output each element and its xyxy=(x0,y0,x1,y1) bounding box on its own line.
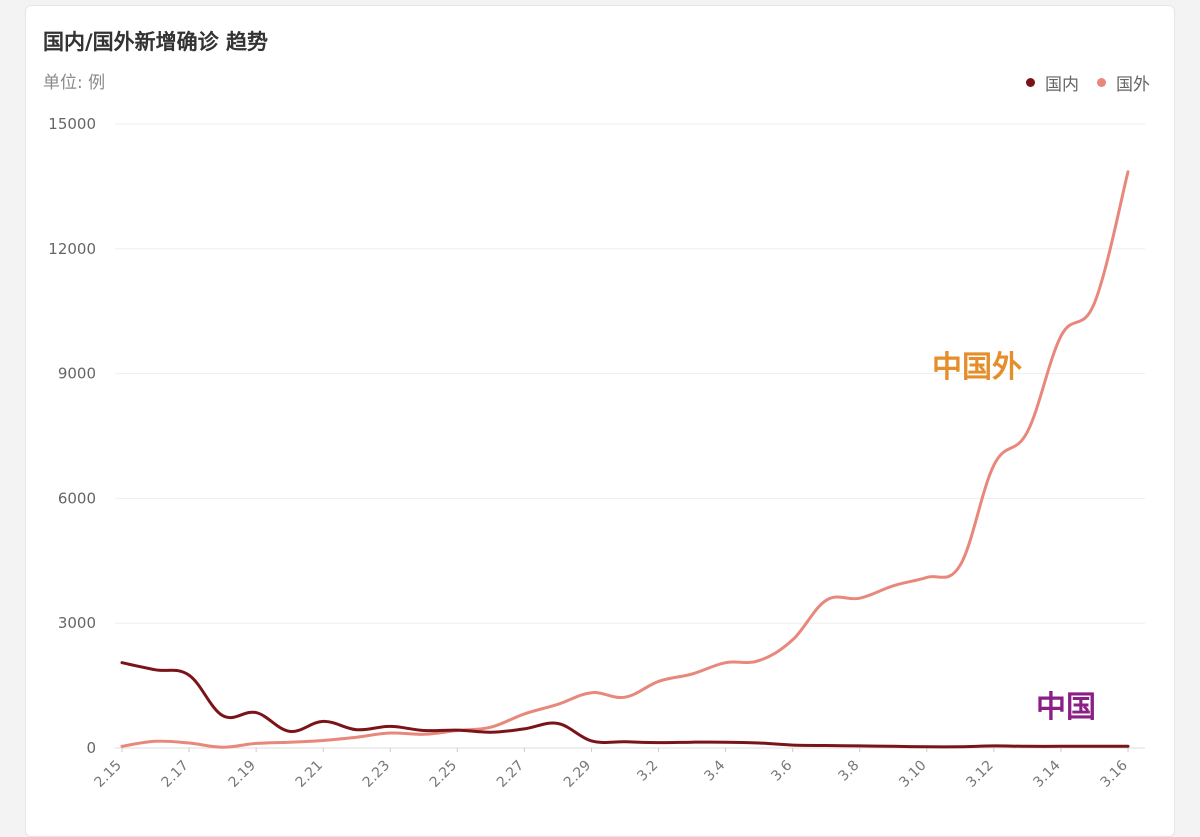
line-chart: 0 3000 6000 9000 12000 15000 2.15 2.17 2.19 2.21 2… xyxy=(48,115,1145,791)
x-tick-label-3.14: 3.14 xyxy=(1030,757,1063,790)
x-tick-label-2.25: 2.25 xyxy=(427,758,460,791)
y-tick-label-3000: 3000 xyxy=(58,614,96,632)
legend-item-domestic[interactable]: 国内 xyxy=(1026,70,1079,95)
x-tick-label-3.8: 3.8 xyxy=(836,758,863,785)
annotation-domestic: 中国 xyxy=(1036,690,1096,725)
legend: 国内 国外 xyxy=(1026,70,1150,95)
x-tick-label-2.19: 2.19 xyxy=(226,758,259,791)
unit-label: 单位: 例 xyxy=(43,73,106,93)
x-tick-label-3.16: 3.16 xyxy=(1097,757,1130,790)
legend-dot-domestic xyxy=(1026,78,1035,87)
annotation-foreign: 中国外 xyxy=(932,350,1022,385)
y-tick-label-9000: 9000 xyxy=(58,365,96,383)
series-line-foreign xyxy=(120,170,1130,749)
x-tick-label-3.12: 3.12 xyxy=(963,758,996,791)
x-tick-label-2.17: 2.17 xyxy=(159,758,192,791)
x-tick-label-3.4: 3.4 xyxy=(701,757,728,784)
x-tick-label-3.10: 3.10 xyxy=(896,758,929,791)
y-tick-label-0: 0 xyxy=(86,739,96,757)
legend-dot-foreign xyxy=(1097,78,1106,87)
x-tick-label-3.6: 3.6 xyxy=(768,757,795,784)
series-line-domestic xyxy=(120,661,1130,749)
y-tick-label-6000: 6000 xyxy=(58,489,96,507)
chart-title: 国内/国外新增确诊 趋势 xyxy=(43,30,268,54)
y-tick-label-12000: 12000 xyxy=(48,240,96,258)
y-tick-label-15000: 15000 xyxy=(48,115,96,133)
chart-card xyxy=(25,5,1175,837)
legend-item-foreign[interactable]: 国外 xyxy=(1097,70,1150,95)
legend-label-foreign: 国外 xyxy=(1116,75,1150,95)
x-tick-label-2.29: 2.29 xyxy=(561,758,594,791)
legend-label-domestic: 国内 xyxy=(1045,75,1079,95)
x-tick-label-2.27: 2.27 xyxy=(494,758,527,791)
x-tick-label-2.23: 2.23 xyxy=(360,758,393,791)
x-tick-label-3.2: 3.2 xyxy=(634,758,661,785)
x-tick-label-2.15: 2.15 xyxy=(91,758,124,791)
x-tick-label-2.21: 2.21 xyxy=(293,758,326,791)
